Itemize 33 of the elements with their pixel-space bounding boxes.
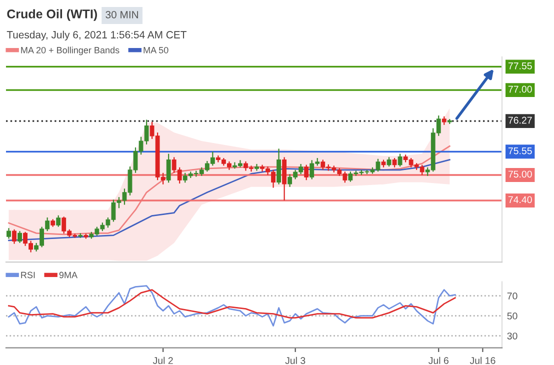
x-tick-label: Jul 3 [285,356,306,364]
line-series [8,285,456,327]
line-series [8,289,456,319]
y-tick-label: 30 [507,332,518,340]
candlestick [392,157,397,168]
text: 30 MIN [106,10,138,18]
candlestick [18,230,22,244]
candlestick [398,153,402,168]
ref-line-label: 75.00 [508,170,532,178]
candlestick [276,148,282,185]
candlestick [12,228,16,244]
ref-line-label: 75.55 [508,147,532,154]
legend-label: MA 20 + Bollinger Bands [21,46,120,56]
x-tick-label: Jul 16 [470,356,496,364]
y-tick-label: 70 [507,292,518,300]
x-tick-label: Jul 6 [428,356,448,364]
candlestick [166,153,171,184]
x-tick-label: Jul 2 [152,356,173,364]
candlestick [386,156,392,168]
ref-line-label: 77.55 [508,62,532,70]
legend-label: 9MA [59,272,78,278]
candlestick [56,214,61,228]
legend-label: RSI [21,272,35,278]
legend-label: MA 50 [144,46,168,54]
candlestick [6,228,11,240]
candlestick [304,164,309,181]
ref-line-label: 76.27 [508,116,532,124]
ref-line-label: 77.00 [508,86,532,93]
y-tick-label: 50 [507,312,518,320]
chart-title: Crude Oil (WTI) [7,9,97,21]
chart-subtitle: Tuesday, July 6, 2021 1:56:54 AM CET [6,30,186,40]
candlestick [254,163,259,172]
ref-line-label: 74.40 [508,196,532,204]
